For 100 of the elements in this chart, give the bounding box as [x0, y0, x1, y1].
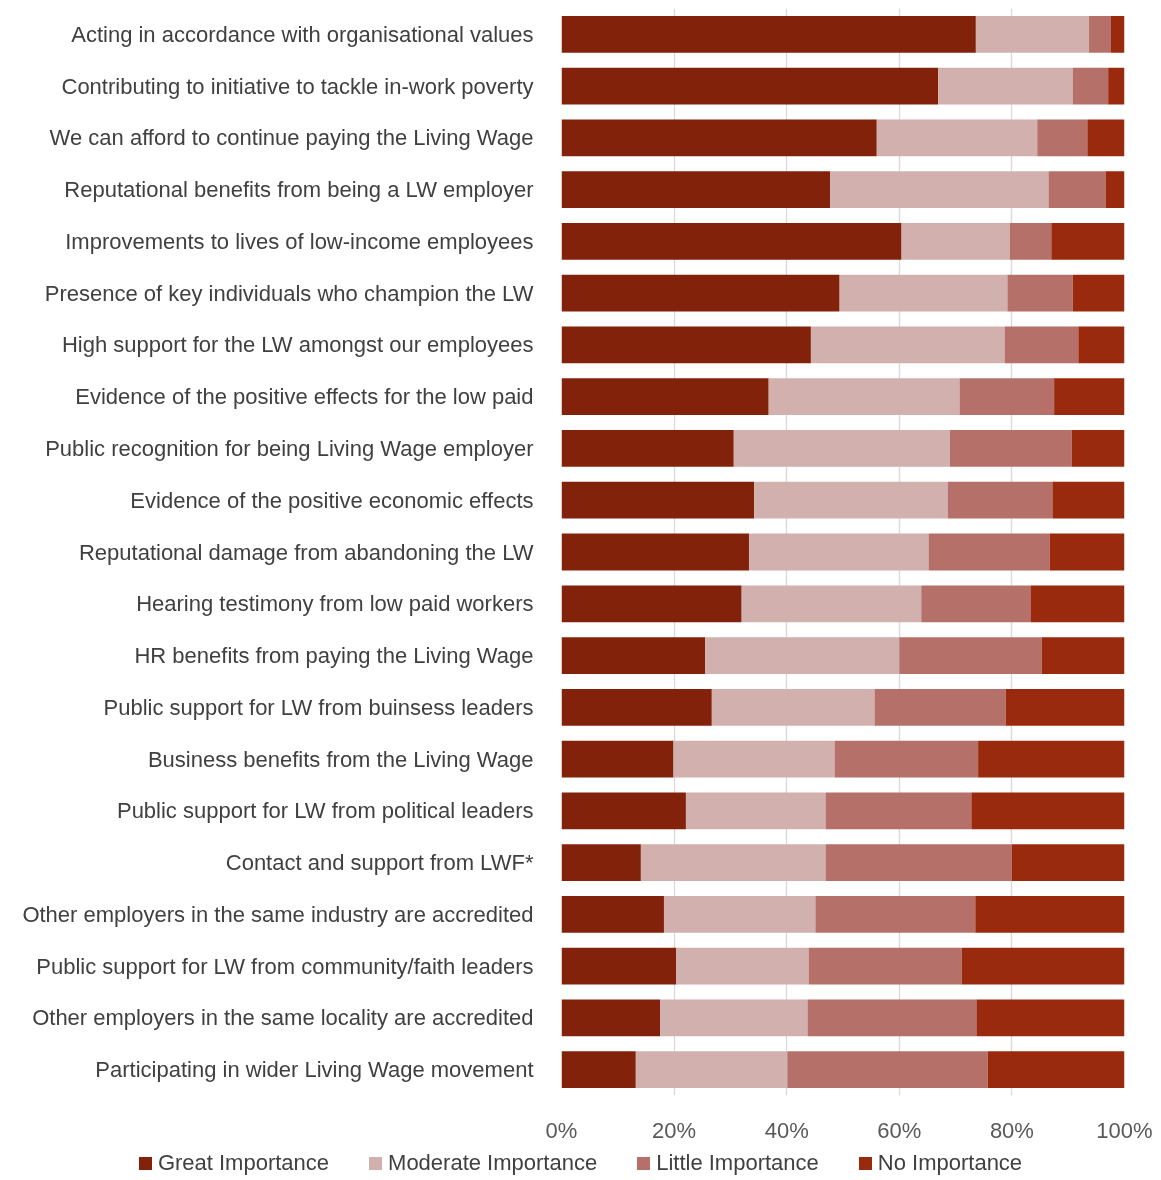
y-tick-label: High support for the LW amongst our employees	[61, 332, 534, 358]
bar	[959, 378, 1055, 416]
y-tick-label: Hearing testimony from low paid workers	[136, 591, 534, 617]
y-tick-label: Other employers in the same locality are accredited	[32, 1005, 534, 1031]
bar	[1105, 171, 1125, 209]
bar	[830, 171, 1049, 209]
bar	[928, 533, 1050, 571]
bar	[660, 999, 808, 1037]
bar	[561, 326, 811, 364]
y-tick-label: Presence of key individuals who champion the LW	[44, 280, 534, 306]
bar	[1052, 481, 1125, 519]
bar	[1071, 430, 1125, 467]
bar	[561, 637, 706, 674]
bar	[975, 895, 1125, 933]
bar	[975, 16, 1090, 53]
bar	[901, 223, 1010, 260]
bar	[1041, 637, 1125, 674]
bar	[561, 430, 734, 467]
bar	[987, 1051, 1125, 1088]
bar	[961, 947, 1125, 985]
bar	[808, 947, 962, 985]
bar	[825, 792, 972, 830]
x-tick-label: 60%	[877, 1117, 922, 1143]
bar	[685, 792, 826, 830]
bar	[1009, 223, 1052, 260]
bar	[561, 533, 749, 571]
bar	[561, 481, 755, 519]
bar	[673, 740, 835, 778]
bar	[635, 1051, 788, 1088]
bar	[561, 895, 664, 933]
bar	[839, 274, 1008, 312]
bar	[1048, 171, 1106, 209]
legend-label: Great Importance	[157, 1149, 330, 1177]
x-tick-label: 80%	[989, 1117, 1034, 1143]
bar	[561, 740, 674, 778]
bar	[1108, 67, 1125, 105]
bar	[711, 688, 875, 726]
bar	[733, 430, 950, 467]
bar	[561, 688, 712, 726]
bar	[976, 999, 1125, 1037]
bar	[874, 688, 1006, 726]
bar	[754, 481, 948, 519]
bar	[1011, 844, 1125, 881]
bar	[1054, 378, 1125, 416]
bar	[561, 585, 742, 623]
bar	[561, 274, 840, 312]
bar	[705, 637, 900, 674]
bar	[1004, 326, 1079, 364]
bar	[561, 947, 677, 985]
bar	[561, 844, 641, 881]
bar	[1005, 688, 1125, 726]
bar	[1030, 585, 1125, 623]
y-tick-label: Improvements to lives of low-income employees	[65, 228, 534, 254]
bar	[561, 223, 902, 260]
y-tick-label: Reputational benefits from being a LW employer	[64, 177, 534, 203]
bar	[949, 430, 1072, 467]
bar	[676, 947, 809, 985]
y-tick-label: Evidence of the positive effects for the low paid	[75, 384, 534, 410]
bar	[748, 533, 929, 571]
bar	[1072, 67, 1109, 105]
bar	[825, 844, 1012, 881]
bar	[1072, 274, 1125, 312]
y-tick-label: HR benefits from paying the Living Wage	[134, 643, 534, 669]
y-tick-label: Public support for LW from community/faith leaders	[36, 953, 534, 979]
bar	[663, 895, 816, 933]
bar	[561, 1051, 636, 1088]
bar	[1089, 16, 1111, 53]
bar	[971, 792, 1125, 830]
y-tick-label: Public support for LW from buinsess leaders	[103, 694, 534, 720]
x-tick-label: 20%	[652, 1117, 697, 1143]
y-tick-label: Other employers in the same industry are accredited	[22, 901, 534, 927]
bar	[768, 378, 960, 416]
y-tick-label: Public recognition for being Living Wage employer	[45, 435, 534, 461]
y-tick-label: Contact and support from LWF*	[225, 850, 534, 876]
legend-label: Moderate Importance	[388, 1149, 598, 1177]
y-tick-label: Business benefits from the Living Wage	[147, 746, 534, 772]
y-tick-label: Reputational damage from abandoning the LW	[78, 539, 534, 565]
bar	[561, 792, 686, 830]
bar	[810, 326, 1005, 364]
bar	[1037, 119, 1088, 157]
bar	[834, 740, 979, 778]
y-tick-label: Contributing to initiative to tackle in-work poverty	[61, 73, 534, 99]
y-tick-label: Public support for LW from political leaders	[116, 798, 534, 824]
bar	[938, 67, 1073, 105]
bar	[561, 67, 939, 105]
bar	[561, 999, 661, 1037]
x-tick-label: 40%	[764, 1117, 809, 1143]
bar	[815, 895, 976, 933]
x-tick-label: 0%	[545, 1117, 578, 1143]
bar	[561, 16, 976, 53]
y-tick-label: Acting in accordance with organisational values	[71, 21, 534, 47]
bar	[899, 637, 1042, 674]
bar	[1049, 533, 1125, 571]
bar	[561, 119, 877, 157]
bar	[978, 740, 1125, 778]
bar	[1051, 223, 1125, 260]
bar	[1087, 119, 1125, 157]
bar	[947, 481, 1053, 519]
bar	[640, 844, 826, 881]
bar	[1078, 326, 1125, 364]
